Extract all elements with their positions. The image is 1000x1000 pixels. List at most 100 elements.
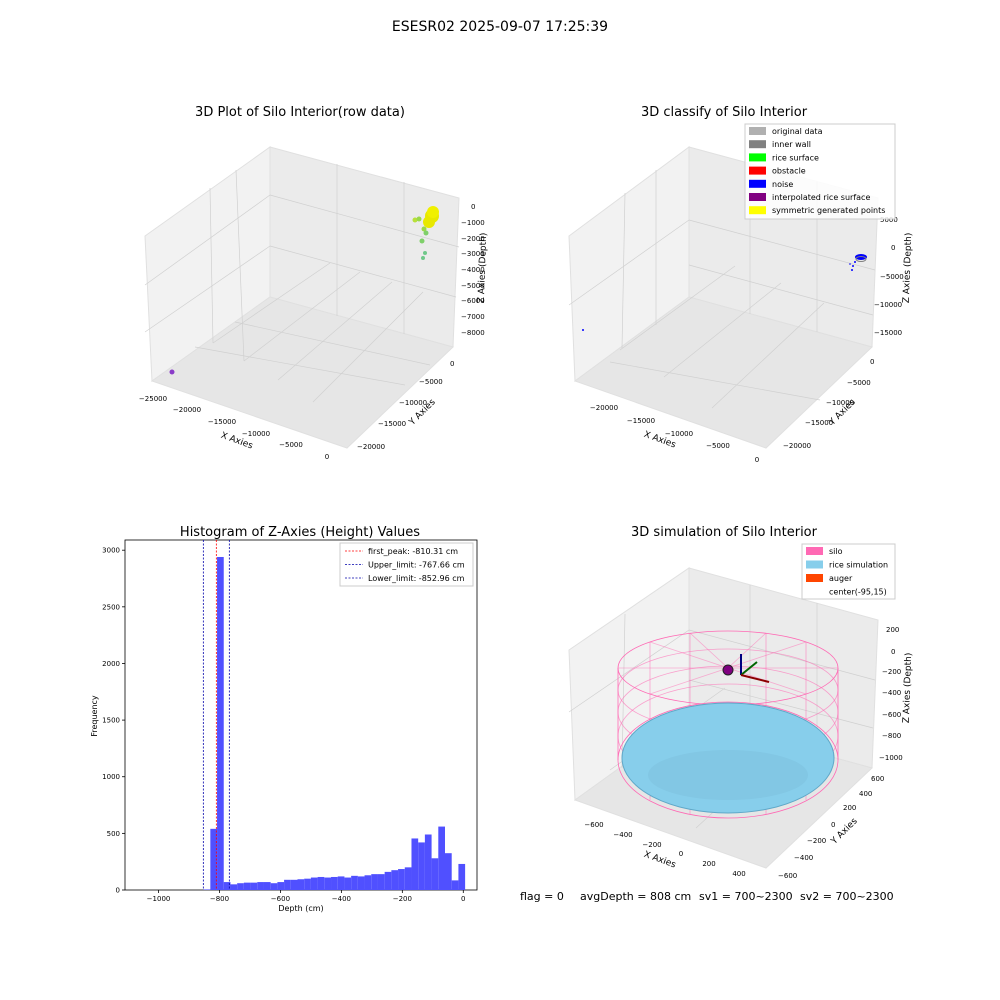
y-tick-label: 2500 (102, 603, 120, 611)
histogram-bar (237, 883, 244, 890)
histogram-bar (230, 884, 238, 890)
pane-floor (573, 296, 873, 449)
z-tick: −10000 (874, 301, 902, 309)
histogram-bar (364, 875, 372, 890)
histogram-bar (357, 876, 365, 890)
z-tick: −200 (882, 668, 901, 676)
histogram-bar (277, 882, 285, 890)
legend-label: rice simulation (829, 561, 888, 570)
distant-point (169, 369, 175, 375)
z-tick: −4000 (461, 266, 485, 274)
x-ticks: −1000 −800 −600 −400 −200 0 (147, 890, 466, 903)
histogram-bar (290, 879, 298, 890)
plot-frame (124, 539, 478, 891)
x-tick: −5000 (706, 442, 730, 450)
panel-classify-3d: 3D classify of Silo Interior −20000 −150… (568, 105, 914, 464)
z-tick: −1000 (879, 754, 903, 762)
x-tick-label: −400 (332, 895, 351, 903)
histogram-bar (317, 876, 325, 890)
legend-swatch (749, 193, 766, 201)
legend-label: rice surface (772, 153, 819, 162)
legend-box (339, 542, 474, 587)
legend-swatch (749, 206, 766, 215)
panel-classify-title: 3D classify of Silo Interior (641, 105, 808, 120)
y-tick: 200 (843, 804, 856, 812)
x-tick-label: −600 (271, 895, 290, 903)
rice-cluster-point (423, 216, 435, 228)
auger-marker (722, 664, 734, 676)
histogram-bar (250, 882, 258, 890)
histogram-legend: first_peak: -810.31 cm Upper_limit: -767.… (339, 542, 474, 587)
x-tick: −600 (584, 821, 603, 829)
y-tick-label: 0 (116, 887, 120, 895)
histogram-bar (203, 889, 211, 890)
legend-label: obstacle (772, 167, 806, 176)
z-tick: −6000 (461, 297, 485, 305)
histogram-bar (304, 878, 311, 890)
z-tick: 0 (891, 244, 895, 252)
x-tick: −200 (642, 841, 661, 849)
y-tick: −5000 (847, 379, 871, 387)
histogram-bar (344, 877, 352, 890)
surface-point (421, 226, 427, 232)
y-axis-label: Frequency (90, 695, 99, 737)
histogram-bars (203, 556, 466, 890)
z-tick: −1000 (461, 219, 485, 227)
noise-point (582, 329, 584, 331)
histogram-bar (270, 883, 278, 890)
panel-raw-title: 3D Plot of Silo Interior(row data) (195, 105, 405, 120)
z-tick: −800 (882, 732, 901, 740)
y-tick: 0 (450, 360, 454, 368)
x-tick: 0 (755, 456, 759, 464)
y-tick: 600 (871, 775, 884, 783)
legend-label: first_peak: -810.31 cm (368, 547, 458, 556)
x-tick: −15000 (208, 418, 236, 426)
histogram-bar (351, 875, 358, 890)
surface-point (421, 256, 425, 260)
legend-label: symmetric generated points (772, 206, 885, 215)
y-tick: −400 (794, 854, 813, 862)
histogram-bar (445, 853, 452, 890)
x-tick: −15000 (627, 417, 655, 425)
avg-depth-text: avgDepth = 808 cm (580, 890, 691, 903)
x-tick: −25000 (139, 395, 167, 403)
legend-label: Upper_limit: -767.66 cm (368, 561, 465, 570)
noise-point (851, 269, 853, 271)
z-axis-label: Z Axies (Depth) (477, 233, 489, 304)
rice-cluster-point (427, 206, 439, 218)
histogram-bar (391, 870, 399, 890)
histogram-bar (418, 842, 425, 890)
histogram-bar (411, 838, 419, 890)
legend-swatch (749, 153, 766, 162)
x-axis-label: X Axies (642, 850, 677, 871)
histogram-bar (310, 877, 318, 890)
surface-point (416, 216, 422, 222)
z-tick: −2000 (461, 235, 485, 243)
x-tick: 200 (702, 860, 715, 868)
histogram-bar (297, 879, 305, 890)
sv2-text: sv2 = 700~2300 (800, 890, 894, 903)
wall-ring (855, 256, 867, 262)
panel-raw-3d: 3D Plot of Silo Interior(row data) (139, 105, 489, 461)
x-tick: −400 (613, 831, 632, 839)
histogram-bar (451, 880, 459, 890)
x-tick: 400 (732, 870, 745, 878)
z-tick: −5000 (880, 273, 904, 281)
legend-label: noise (772, 180, 793, 189)
rice-simulation-shade (648, 750, 808, 800)
histogram-bar (263, 882, 271, 890)
legend-label: inner wall (772, 140, 811, 149)
z-tick: 200 (886, 626, 899, 634)
x-tick: 0 (679, 850, 683, 858)
x-axis-label: Depth (cm) (278, 904, 323, 913)
y-tick: −10000 (826, 399, 854, 407)
z-tick: −3000 (461, 250, 485, 258)
ticks-simulation: −600 −400 −200 0 200 400 600 400 200 0 −… (584, 626, 902, 880)
z-tick: 5000 (880, 216, 898, 224)
z-tick: 0 (891, 648, 895, 656)
noise-point (849, 263, 851, 265)
y-tick: 0 (870, 358, 874, 366)
z-tick: −600 (882, 711, 901, 719)
surface-point (412, 217, 418, 223)
